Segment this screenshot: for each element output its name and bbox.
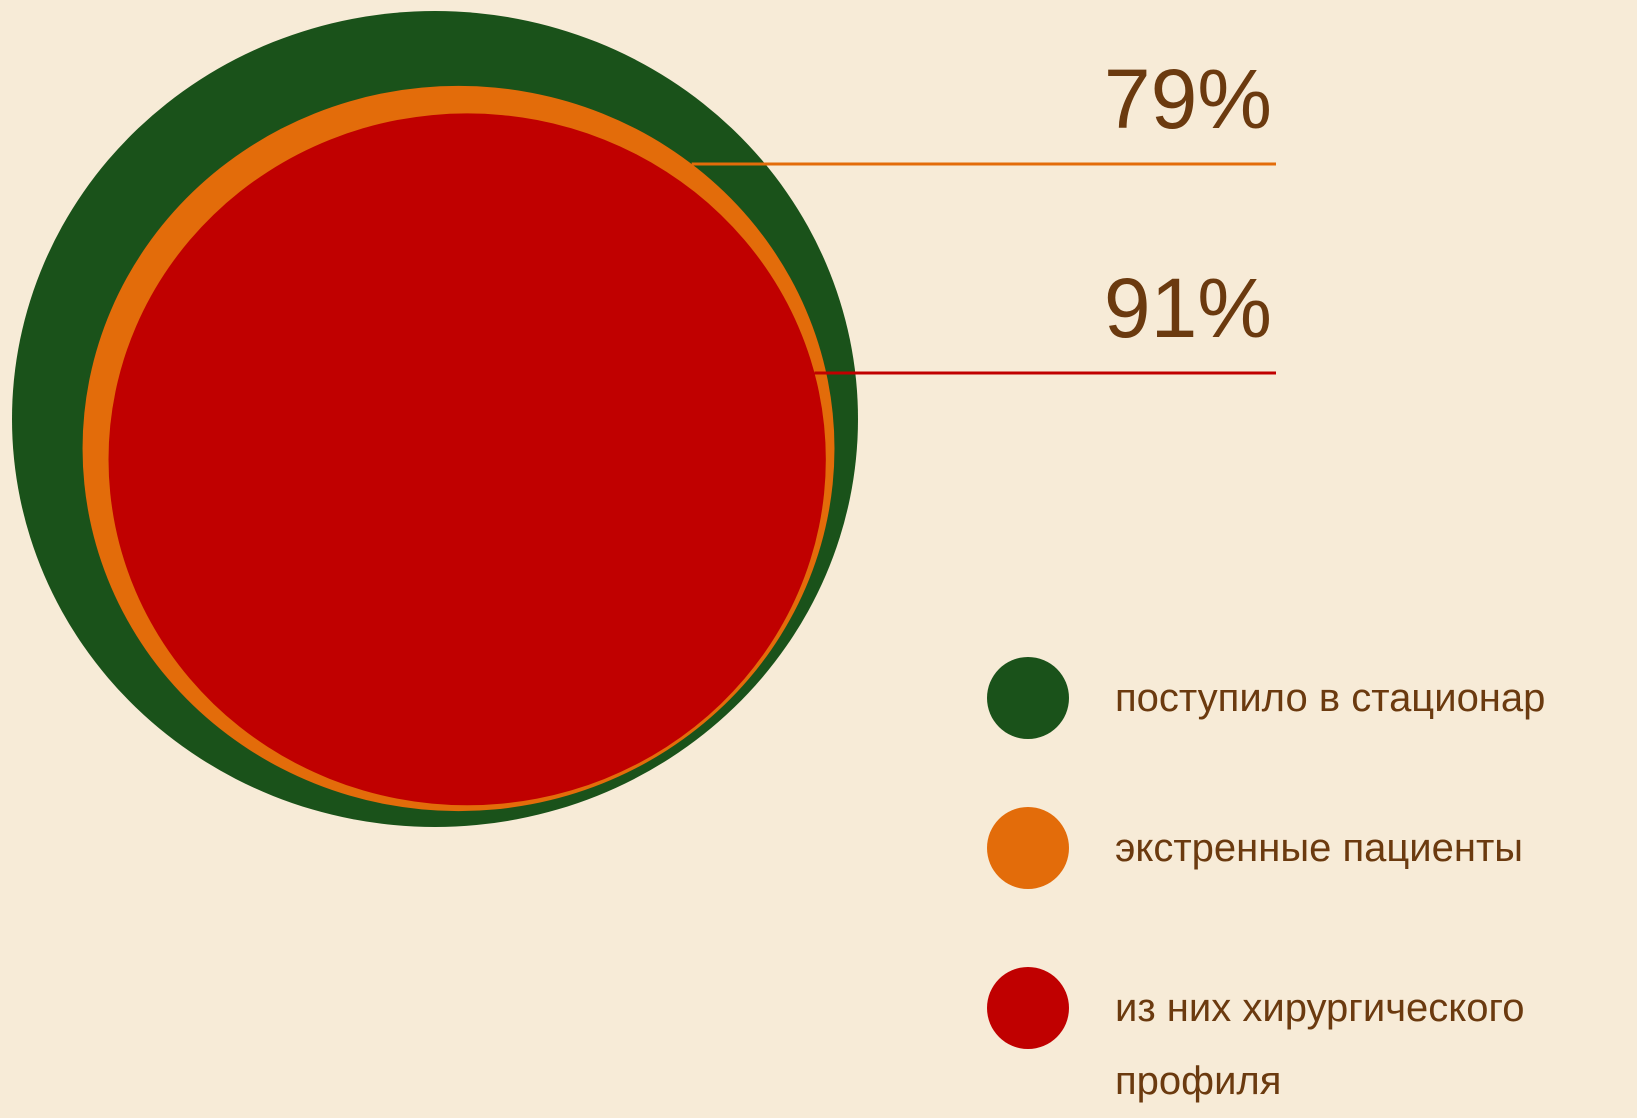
chart [12,11,1276,1049]
circle [108,113,826,806]
legend-swatch [987,657,1069,739]
legend-label: экстренные пациенты [1115,826,1524,870]
page: (() => { const data = JSON.parse(documen… [12,11,1546,1103]
legend-swatch [987,967,1069,1049]
value-label: 91% [1103,261,1272,355]
value-label: 79% [1103,52,1272,146]
legend-label: из них хирургического профиля [1115,986,1525,1103]
legend-label: поступило в стационар [1115,676,1546,720]
legend-swatch [987,807,1069,889]
